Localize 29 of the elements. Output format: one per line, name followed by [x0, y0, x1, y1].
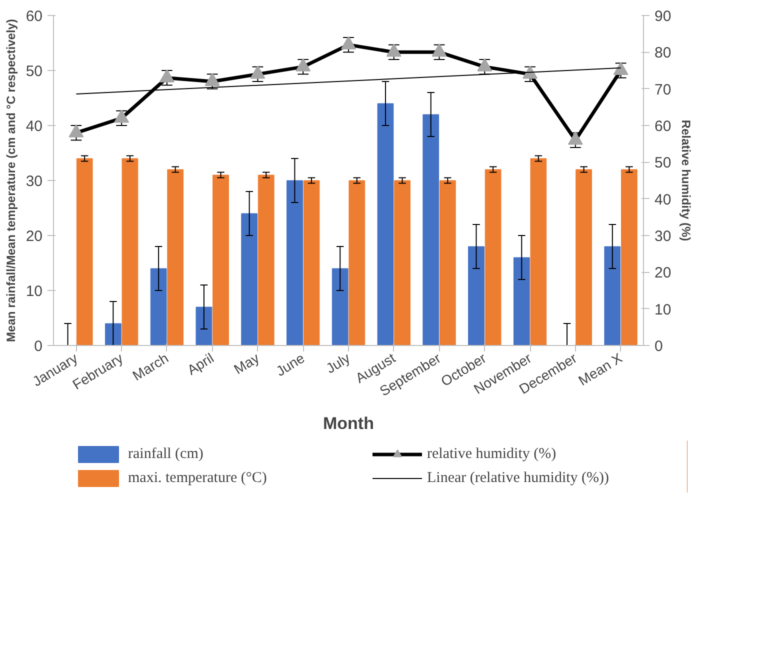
y2-tick-label: 90	[654, 8, 672, 25]
y-tick-label: 30	[26, 173, 43, 190]
y2-tick-label: 30	[654, 228, 672, 245]
y-tick-label: 40	[26, 118, 43, 135]
x-axis-title: Month	[323, 414, 374, 433]
y-tick-label: 60	[26, 8, 43, 25]
x-tick-label: April	[184, 350, 217, 378]
y2-tick-label: 60	[654, 118, 672, 135]
legend-label: rainfall (cm)	[128, 446, 204, 462]
y2-tick-label: 70	[654, 81, 672, 98]
y2-tick-label: 40	[654, 191, 672, 208]
x-tick-label: July	[323, 350, 353, 376]
x-tick-label: May	[231, 350, 262, 378]
y-tick-label: 0	[34, 338, 42, 355]
y-axis-title: Mean rainfall/Mean temperature (cm and °C respectively)	[4, 19, 18, 342]
y2-tick-label: 0	[654, 338, 663, 355]
x-tick-label: Mean X	[575, 349, 626, 389]
y2-tick-label: 80	[654, 44, 672, 62]
y2-axis-title: Relative humidity (%)	[679, 120, 694, 242]
legend-label: Linear (relative humidity (%))	[427, 470, 610, 486]
legend-label: relative humidity (%)	[427, 446, 558, 462]
y2-tick-label: 50	[654, 154, 672, 172]
y2-tick-label: 10	[654, 301, 672, 318]
y2-tick-label: 20	[654, 264, 672, 282]
y-tick-label: 10	[26, 283, 43, 300]
y-tick-label: 20	[26, 228, 43, 245]
legend-label: maxi. temperature (°C)	[128, 470, 268, 486]
x-tick-label: June	[273, 350, 308, 380]
y-tick-label: 50	[26, 63, 43, 80]
